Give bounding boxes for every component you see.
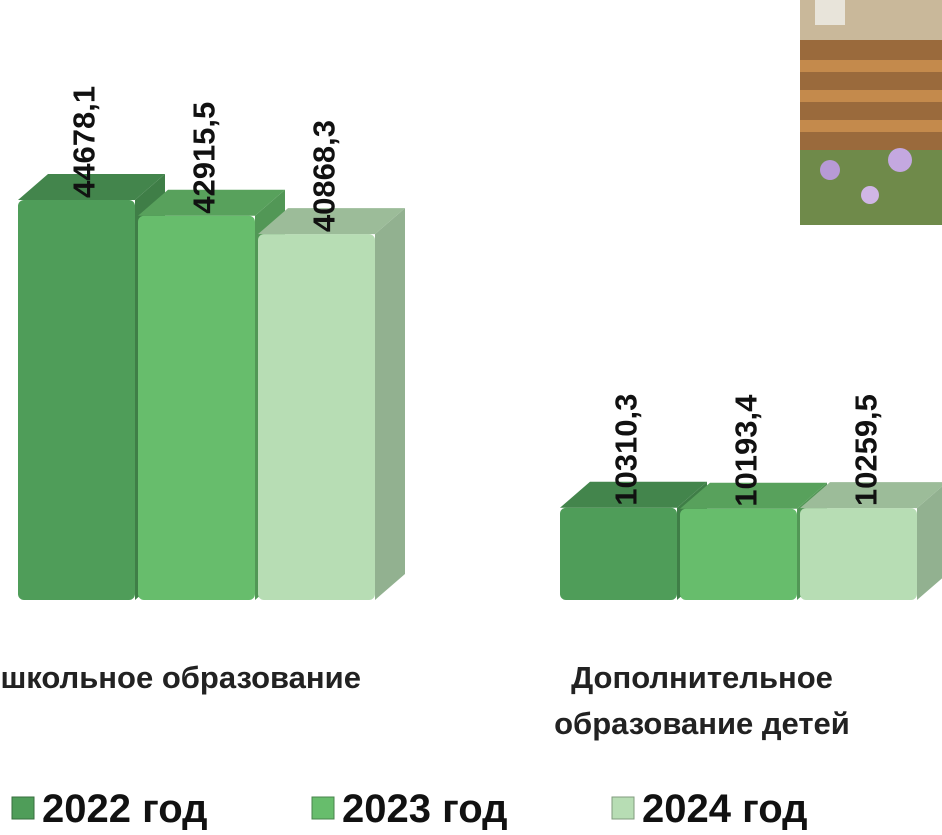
bar-top: [258, 208, 405, 235]
bar-side: [375, 208, 405, 600]
legend-label: 2022 год: [42, 787, 208, 831]
legend-swatch: [611, 796, 635, 820]
legend-label: 2024 год: [642, 787, 808, 831]
bar: [800, 508, 917, 600]
bar: [18, 200, 135, 600]
bar: [138, 215, 255, 600]
bar-top: [18, 174, 165, 200]
category-label: Дополнительное образование детей: [554, 660, 850, 741]
bar: [258, 234, 375, 600]
photo: [800, 0, 942, 225]
bar: [560, 507, 677, 600]
bar: [680, 508, 797, 600]
value-label: 40868,3: [307, 120, 342, 232]
bar-top: [560, 481, 707, 508]
value-label: 44678,1: [67, 86, 102, 198]
legend-label: 2023 год: [342, 787, 508, 831]
value-label: 42915,5: [187, 102, 222, 214]
legend-swatch: [311, 796, 335, 820]
legend-swatch: [11, 796, 35, 820]
value-label: 10259,5: [849, 394, 884, 506]
category-label: Дошкольное образование: [0, 660, 361, 695]
bar-side: [917, 486, 942, 600]
bar-top: [800, 482, 942, 509]
bar-top: [680, 482, 827, 509]
value-label: 10310,3: [609, 394, 644, 506]
value-label: 10193,4: [729, 394, 764, 507]
bar-top: [138, 189, 285, 216]
